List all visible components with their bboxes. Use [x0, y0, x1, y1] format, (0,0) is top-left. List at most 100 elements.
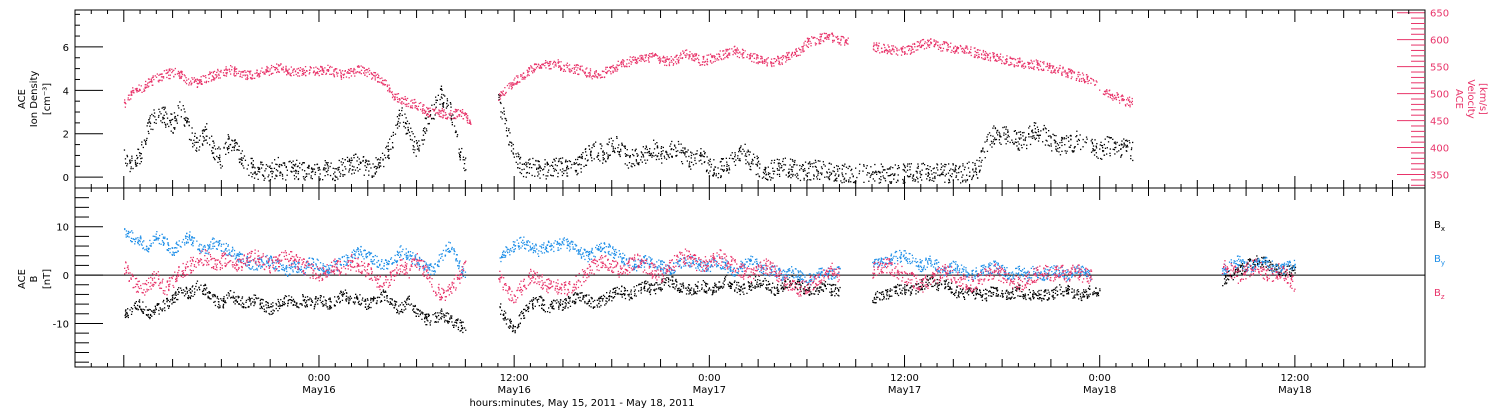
- bx-point: [252, 301, 254, 303]
- velocity-point: [336, 68, 338, 70]
- density-point: [281, 173, 284, 176]
- velocity-point: [873, 42, 875, 44]
- velocity-point: [617, 60, 619, 62]
- density-point: [275, 163, 277, 165]
- velocity-point: [989, 52, 991, 55]
- velocity-point: [531, 70, 533, 72]
- density-point: [1085, 142, 1087, 144]
- velocity-point: [840, 39, 842, 42]
- velocity-point: [1072, 71, 1074, 73]
- density-point: [308, 165, 310, 167]
- velocity-point: [916, 41, 918, 43]
- density-point: [1068, 140, 1070, 142]
- velocity-point: [322, 73, 324, 75]
- velocity-point: [712, 56, 714, 58]
- bx-point: [222, 306, 224, 308]
- velocity-point: [886, 52, 888, 55]
- velocity-point: [877, 49, 879, 51]
- velocity-point: [449, 117, 451, 119]
- density-point: [350, 157, 353, 159]
- velocity-point: [967, 48, 969, 50]
- velocity-point: [875, 51, 878, 53]
- bx-point: [352, 301, 354, 303]
- velocity-point: [171, 68, 173, 70]
- bx-point: [127, 308, 129, 310]
- density-point: [402, 121, 405, 123]
- velocity-point: [664, 64, 666, 66]
- velocity-point: [734, 45, 736, 47]
- velocity-point: [213, 70, 216, 73]
- density-point: [905, 171, 907, 173]
- density-point: [956, 172, 958, 174]
- density-point: [651, 154, 653, 157]
- density-point: [975, 167, 977, 169]
- velocity-point: [327, 69, 330, 71]
- density-point: [371, 175, 373, 177]
- density-point: [593, 158, 595, 160]
- velocity-point: [676, 58, 678, 60]
- density-point: [178, 107, 180, 109]
- density-point: [415, 155, 417, 157]
- bx-point: [218, 303, 220, 306]
- bx-point: [204, 294, 206, 296]
- velocity-point: [914, 46, 916, 48]
- velocity-point: [585, 74, 587, 77]
- density-point: [827, 177, 830, 179]
- velocity-point: [640, 54, 642, 57]
- density-point: [778, 159, 780, 161]
- velocity-point: [1067, 75, 1069, 77]
- bottom-panel-frame: [74, 187, 1426, 368]
- velocity-point: [724, 57, 726, 59]
- velocity-point: [314, 73, 317, 75]
- density-point: [694, 157, 696, 159]
- velocity-point: [1106, 89, 1108, 91]
- density-point: [335, 176, 337, 178]
- density-point: [735, 159, 737, 161]
- density-point: [404, 113, 406, 115]
- density-point: [929, 177, 931, 179]
- bx-point: [362, 297, 364, 299]
- velocity-point: [297, 72, 299, 74]
- density-point: [912, 180, 914, 182]
- density-point: [332, 178, 334, 181]
- velocity-point: [821, 33, 823, 35]
- velocity-point: [281, 67, 283, 70]
- density-point: [498, 99, 500, 101]
- density-point: [955, 175, 958, 177]
- density-point: [227, 138, 229, 140]
- density-point: [894, 173, 896, 175]
- density-point: [773, 173, 775, 175]
- density-point: [746, 151, 748, 153]
- velocity-point: [1017, 64, 1019, 67]
- velocity-point: [874, 50, 877, 52]
- velocity-point: [614, 69, 616, 71]
- density-point: [954, 167, 956, 169]
- velocity-point: [616, 67, 618, 69]
- density-point: [513, 156, 515, 158]
- velocity-point: [973, 56, 975, 58]
- density-point: [232, 140, 234, 142]
- density-point: [999, 135, 1001, 137]
- density-point: [192, 142, 194, 145]
- velocity-point: [644, 57, 647, 59]
- velocity-point: [913, 51, 915, 53]
- density-point: [713, 168, 715, 170]
- bx-point: [361, 299, 363, 301]
- density-point: [1090, 151, 1093, 153]
- velocity-point: [1082, 77, 1084, 79]
- velocity-point: [434, 108, 437, 110]
- bx-point: [263, 308, 265, 310]
- density-point: [188, 121, 190, 123]
- density-point: [431, 104, 433, 106]
- density-point: [713, 159, 715, 161]
- velocity-point: [902, 45, 904, 48]
- density-point: [129, 170, 131, 173]
- velocity-point: [1046, 62, 1049, 64]
- density-point: [708, 172, 710, 174]
- velocity-point: [746, 56, 748, 58]
- bx-point: [268, 312, 270, 315]
- density-point: [501, 118, 503, 120]
- velocity-point: [464, 114, 466, 116]
- density-point: [405, 122, 407, 125]
- velocity-point: [677, 62, 680, 64]
